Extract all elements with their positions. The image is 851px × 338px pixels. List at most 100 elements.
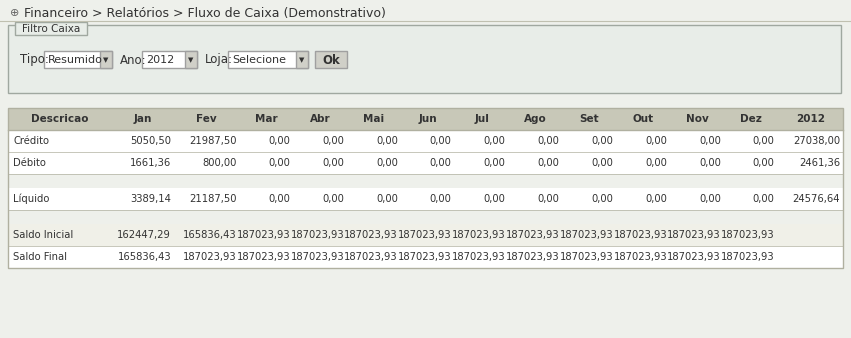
Text: Tipo:: Tipo:	[20, 53, 49, 67]
Text: 0,00: 0,00	[753, 136, 774, 146]
FancyBboxPatch shape	[8, 188, 843, 210]
Text: 0,00: 0,00	[645, 158, 667, 168]
Text: 0,00: 0,00	[538, 158, 559, 168]
Text: 187023,93: 187023,93	[667, 230, 721, 240]
Text: Abr: Abr	[310, 114, 330, 124]
Text: 165836,43: 165836,43	[183, 230, 237, 240]
Text: 0,00: 0,00	[645, 136, 667, 146]
Text: Loja:: Loja:	[205, 53, 233, 67]
Text: 187023,93: 187023,93	[398, 252, 452, 262]
Text: 165836,43: 165836,43	[117, 252, 171, 262]
Text: 0,00: 0,00	[591, 194, 614, 204]
Text: Set: Set	[580, 114, 599, 124]
Text: 2012: 2012	[146, 55, 174, 65]
Text: Descricao: Descricao	[31, 114, 89, 124]
Text: Ok: Ok	[323, 53, 340, 67]
Text: 1661,36: 1661,36	[130, 158, 171, 168]
Text: Mar: Mar	[255, 114, 277, 124]
Text: 0,00: 0,00	[376, 158, 398, 168]
Text: 0,00: 0,00	[591, 136, 614, 146]
FancyBboxPatch shape	[100, 51, 112, 68]
Text: 0,00: 0,00	[323, 158, 344, 168]
Text: Saldo Inicial: Saldo Inicial	[13, 230, 73, 240]
Text: 187023,93: 187023,93	[452, 230, 505, 240]
Text: Out: Out	[632, 114, 654, 124]
Text: Jan: Jan	[134, 114, 151, 124]
Text: 187023,93: 187023,93	[183, 252, 237, 262]
Text: 0,00: 0,00	[430, 136, 452, 146]
Text: 27038,00: 27038,00	[793, 136, 840, 146]
FancyBboxPatch shape	[8, 25, 841, 93]
Text: 187023,93: 187023,93	[452, 252, 505, 262]
Text: 800,00: 800,00	[202, 158, 237, 168]
FancyBboxPatch shape	[8, 130, 843, 152]
Text: 0,00: 0,00	[699, 194, 721, 204]
FancyBboxPatch shape	[15, 22, 87, 35]
Text: 0,00: 0,00	[483, 136, 505, 146]
FancyBboxPatch shape	[228, 51, 308, 68]
Text: 187023,93: 187023,93	[560, 230, 614, 240]
Text: 187023,93: 187023,93	[505, 252, 559, 262]
Text: 0,00: 0,00	[483, 194, 505, 204]
Text: 187023,93: 187023,93	[614, 252, 667, 262]
FancyBboxPatch shape	[8, 210, 843, 224]
Text: 0,00: 0,00	[268, 194, 290, 204]
FancyBboxPatch shape	[142, 51, 197, 68]
Text: 162447,29: 162447,29	[117, 230, 171, 240]
Text: 24576,64: 24576,64	[792, 194, 840, 204]
Text: 0,00: 0,00	[753, 194, 774, 204]
Text: Ago: Ago	[524, 114, 547, 124]
Text: 0,00: 0,00	[376, 136, 398, 146]
FancyBboxPatch shape	[8, 224, 843, 246]
Text: 21187,50: 21187,50	[189, 194, 237, 204]
Text: 187023,93: 187023,93	[560, 252, 614, 262]
Text: Ano:: Ano:	[120, 53, 146, 67]
Text: 187023,93: 187023,93	[290, 230, 344, 240]
Text: ⊕: ⊕	[10, 8, 20, 18]
Text: 0,00: 0,00	[591, 158, 614, 168]
Text: 0,00: 0,00	[376, 194, 398, 204]
Text: 0,00: 0,00	[538, 136, 559, 146]
Text: 0,00: 0,00	[430, 158, 452, 168]
Text: 0,00: 0,00	[538, 194, 559, 204]
FancyBboxPatch shape	[185, 51, 197, 68]
Text: 21987,50: 21987,50	[189, 136, 237, 146]
Text: 0,00: 0,00	[268, 136, 290, 146]
Text: 0,00: 0,00	[430, 194, 452, 204]
Text: ▼: ▼	[300, 57, 305, 63]
Text: 187023,93: 187023,93	[290, 252, 344, 262]
Text: Financeiro > Relatórios > Fluxo de Caixa (Demonstrativo): Financeiro > Relatórios > Fluxo de Caixa…	[24, 6, 386, 20]
Text: 0,00: 0,00	[268, 158, 290, 168]
Text: 0,00: 0,00	[323, 194, 344, 204]
Text: 187023,93: 187023,93	[614, 230, 667, 240]
Text: 0,00: 0,00	[699, 136, 721, 146]
Text: Filtro Caixa: Filtro Caixa	[22, 24, 80, 34]
Text: Crédito: Crédito	[13, 136, 49, 146]
FancyBboxPatch shape	[8, 246, 843, 268]
Text: 187023,93: 187023,93	[398, 230, 452, 240]
Text: 3389,14: 3389,14	[130, 194, 171, 204]
Text: Fev: Fev	[197, 114, 217, 124]
Text: ▼: ▼	[103, 57, 109, 63]
FancyBboxPatch shape	[8, 174, 843, 188]
FancyBboxPatch shape	[315, 51, 347, 68]
FancyBboxPatch shape	[8, 152, 843, 174]
Text: 2461,36: 2461,36	[799, 158, 840, 168]
FancyBboxPatch shape	[8, 108, 843, 130]
Text: 187023,93: 187023,93	[237, 252, 290, 262]
Text: Selecione: Selecione	[232, 55, 286, 65]
Text: 187023,93: 187023,93	[345, 252, 398, 262]
FancyBboxPatch shape	[44, 51, 112, 68]
Text: ▼: ▼	[188, 57, 194, 63]
Text: 187023,93: 187023,93	[721, 230, 774, 240]
Text: 0,00: 0,00	[699, 158, 721, 168]
Text: Jun: Jun	[419, 114, 437, 124]
FancyBboxPatch shape	[296, 51, 308, 68]
Text: 187023,93: 187023,93	[345, 230, 398, 240]
Text: 0,00: 0,00	[483, 158, 505, 168]
Text: Débito: Débito	[13, 158, 46, 168]
Text: 187023,93: 187023,93	[237, 230, 290, 240]
Text: Resumido: Resumido	[48, 55, 103, 65]
Text: 187023,93: 187023,93	[721, 252, 774, 262]
Text: 0,00: 0,00	[645, 194, 667, 204]
